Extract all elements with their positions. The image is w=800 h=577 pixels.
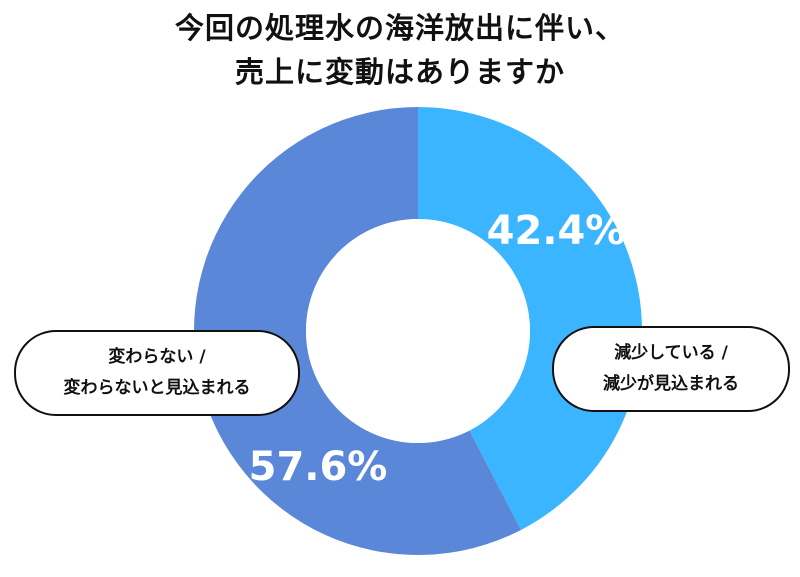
chart-title: 今回の処理水の海洋放出に伴い、 売上に変動はありますか [0,6,800,94]
callout-decrease-line-2: 減少が見込まれる [603,374,739,394]
value-label-unchanged: 57.6% [249,444,388,490]
title-line-1: 今回の処理水の海洋放出に伴い、 [174,11,625,45]
callout-decrease-line-1: 減少している / [614,343,728,363]
callout-unchanged: 変わらない / 変わらないと見込まれる [14,330,300,416]
slice-decrease [418,107,642,530]
callout-unchanged-line-1: 変わらない / [108,347,206,367]
slice-unchanged [194,107,521,555]
value-label-decrease: 42.4% [487,208,626,254]
title-line-2: 売上に変動はありますか [234,55,565,89]
donut-hole [306,219,530,443]
callout-decrease: 減少している / 減少が見込まれる [552,326,790,412]
callout-unchanged-line-2: 変わらないと見込まれる [63,378,251,398]
